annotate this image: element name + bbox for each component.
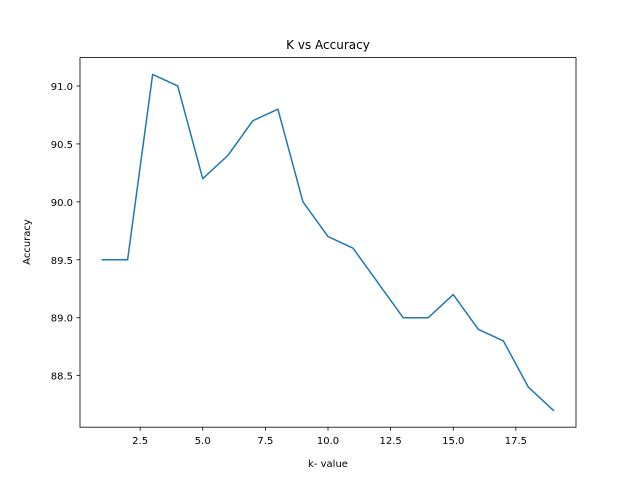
- x-tick-label: 15.0: [442, 436, 464, 447]
- x-tick-label: 12.5: [379, 436, 401, 447]
- y-tick-label: 88.5: [51, 372, 73, 383]
- chart-title: K vs Accuracy: [286, 38, 370, 52]
- x-tick-label: 10.0: [317, 436, 339, 447]
- x-axis-label: k- value: [308, 459, 348, 470]
- data-line: [101, 73, 555, 412]
- y-tick-label: 91.0: [51, 82, 73, 93]
- y-tick-label: 90.5: [51, 140, 73, 151]
- x-tick-label: 2.5: [132, 436, 148, 447]
- y-axis-label: Accuracy: [22, 219, 33, 265]
- x-tick-label: 7.5: [257, 436, 273, 447]
- y-tick-label: 89.5: [51, 256, 73, 267]
- x-tick-label: 17.5: [505, 436, 527, 447]
- y-tick-label: 90.0: [51, 198, 73, 209]
- x-tick-label: 5.0: [195, 436, 211, 447]
- y-tick-label: 89.0: [51, 314, 73, 325]
